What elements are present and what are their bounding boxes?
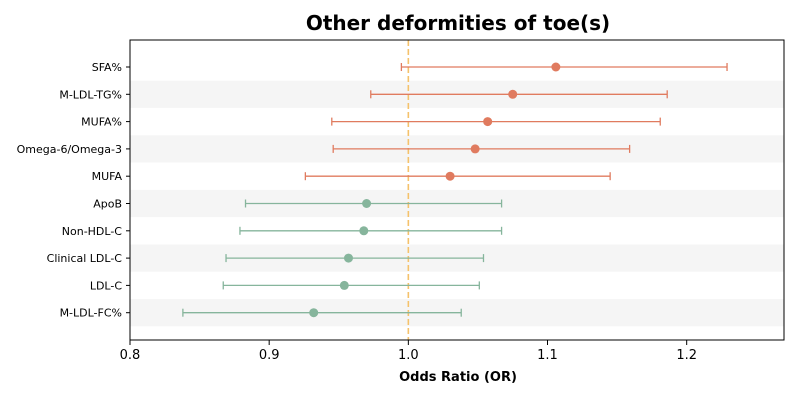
y-tick-label: Omega-6/Omega-3: [17, 143, 122, 156]
y-tick-label: ApoB: [93, 198, 122, 211]
x-tick-label: 1.2: [676, 348, 697, 363]
y-tick-label: M-LDL-FC%: [60, 307, 122, 320]
point-estimate: [309, 308, 319, 318]
point-estimate: [343, 253, 353, 263]
plot-frame: [129, 39, 785, 341]
y-tick-label: Non-HDL-C: [62, 225, 123, 238]
y-axis: SFA% M-LDL-TG% MUFA% Omega-6/Omega-3 MUFA Apo…: [17, 61, 130, 320]
point-estimate: [508, 89, 518, 99]
x-tick-label: 0.9: [259, 348, 280, 363]
point-estimate: [445, 171, 455, 181]
point-estimate: [551, 62, 561, 72]
x-tick-label: 0.8: [120, 348, 141, 363]
x-tick-label: 1.1: [537, 348, 558, 363]
y-tick-label: MUFA: [92, 170, 123, 183]
point-estimate: [339, 280, 349, 290]
point-estimate: [359, 226, 369, 236]
x-tick-label: 1.0: [398, 348, 419, 363]
point-estimate: [470, 144, 480, 154]
data-series: [182, 62, 728, 318]
chart-title: Other deformities of toe(s): [306, 11, 610, 35]
y-tick-label: Clinical LDL-C: [47, 252, 123, 265]
x-axis-label: Odds Ratio (OR): [399, 370, 517, 385]
y-tick-label: M-LDL-TG%: [59, 88, 122, 101]
y-tick-label: SFA%: [92, 61, 122, 74]
y-tick-label: MUFA%: [81, 116, 122, 129]
point-estimate: [362, 199, 372, 208]
y-tick-label: LDL-C: [90, 279, 123, 292]
x-axis: 0.8 0.9 1.0 1.1 1.2: [120, 340, 697, 363]
point-estimate: [483, 117, 493, 127]
